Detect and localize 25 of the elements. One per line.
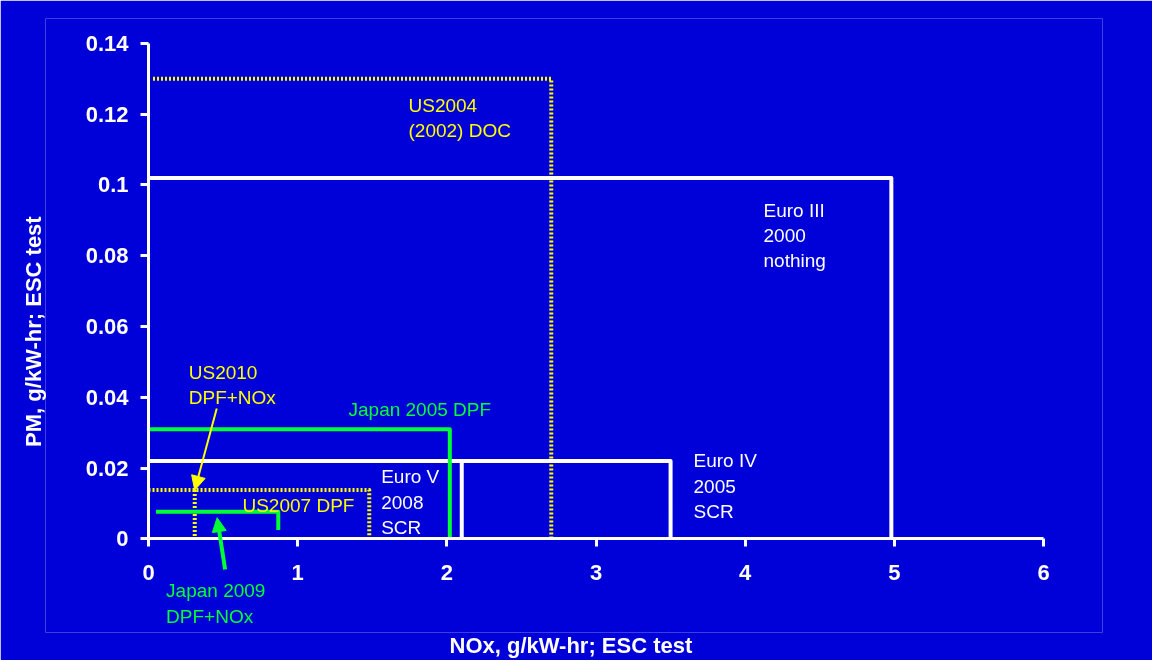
x-axis-title: NOx, g/kW-hr; ESC test	[449, 632, 694, 658]
x-tick-label: 1	[291, 559, 304, 585]
x-tick-label: 6	[1037, 559, 1050, 585]
annotation: Japan 2005 DPF	[348, 398, 492, 420]
y-axis-title: PM, g/kW-hr; ESC test	[20, 215, 46, 447]
annotation: Euro V 2008 SCR	[381, 466, 440, 538]
y-tick-label: 0.12	[85, 101, 129, 127]
annotation: US2007 DPF	[242, 494, 355, 516]
x-tick-label: 0	[142, 559, 155, 585]
y-tick-label: 0.02	[85, 455, 129, 481]
x-tick-label: 4	[739, 559, 753, 585]
annotation: Euro IV 2005 SCR	[693, 450, 758, 522]
y-tick-label: 0	[116, 526, 129, 552]
y-tick-label: 0.14	[85, 30, 130, 56]
annotation: Euro III 2000 nothing	[763, 199, 826, 272]
x-tick-label: 3	[589, 559, 603, 585]
annotation: US2010 DPF+NOx	[188, 361, 277, 408]
annotation: US2004 (2002) DOC	[408, 95, 511, 142]
x-tick-label: 2	[440, 559, 453, 585]
y-tick-label: 0.08	[85, 243, 129, 269]
y-tick-label: 0.04	[85, 384, 130, 410]
x-tick-label: 5	[888, 559, 901, 585]
y-tick-label: 0.1	[97, 172, 129, 198]
annotation: Japan 2009 DPF+NOx	[166, 580, 266, 627]
y-tick-label: 0.06	[85, 314, 129, 340]
